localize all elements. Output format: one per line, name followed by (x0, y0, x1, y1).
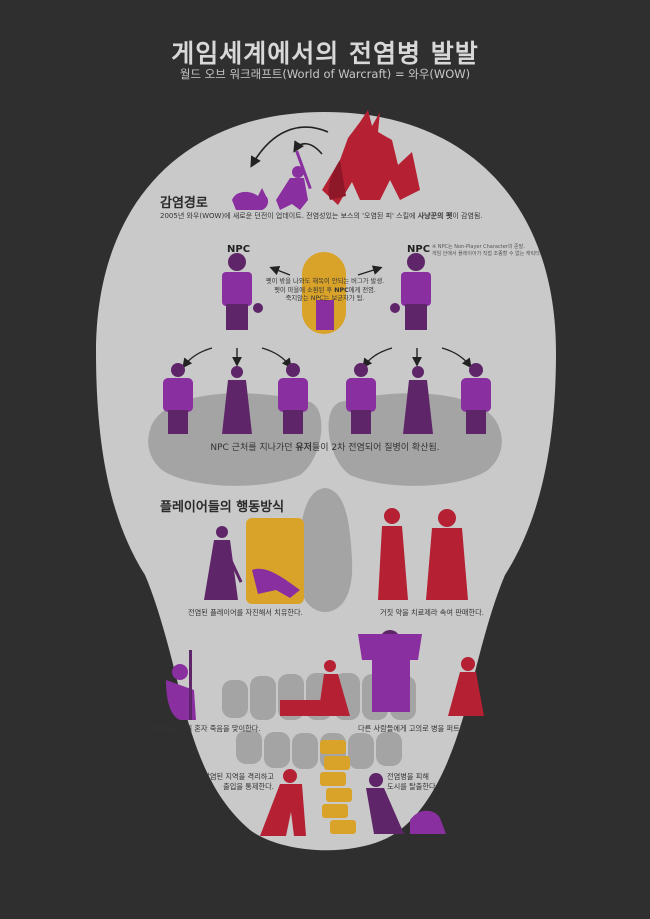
caption-sell: 거짓 약을 치료제라 속여 판매한다. (380, 608, 484, 617)
caption-isolate: 사람들을 피해 혼자 죽음을 맞이한다. (150, 724, 261, 733)
buyer-figure (426, 509, 468, 600)
npc-note-line-1: ※ NPC는 Non-Player Character의 준말. (432, 244, 525, 250)
npc-label-right: NPC (407, 244, 431, 255)
page-title: 게임세계에서의 전염병 발발 (171, 39, 479, 68)
gold-door (302, 252, 346, 334)
pet-bug-description: 펫이 밖을 나와도 해독이 안되는 버그가 발생. 펫이 마을에 소환된 후 N… (252, 278, 398, 304)
ogre-figure (358, 630, 422, 712)
isolated-player-figure (166, 650, 196, 720)
desc-text-end: 이 감염됨. (452, 212, 483, 220)
pet-line-1: 펫이 밖을 나와도 해독이 안되는 버그가 발생. (265, 278, 385, 285)
quarantine-wall (320, 740, 356, 834)
pet-line-3: 죽지않는 NPC는 보균자가 됨. (285, 295, 365, 302)
healer-figure (204, 526, 243, 600)
page-subtitle: 월드 오브 워크래프트(World of Warcraft) = 와우(WOW) (179, 67, 471, 81)
pet-figure (232, 188, 269, 210)
skull-shape (96, 112, 556, 851)
nose-cavity (297, 488, 353, 612)
hunter-figure (276, 150, 312, 210)
desc-bold: 사냥꾼의 펫 (417, 212, 453, 220)
fleeing-players-figure (366, 773, 446, 834)
spreader-group (280, 657, 484, 716)
infected-users-row (163, 363, 491, 434)
seller-figure (378, 508, 408, 600)
npc-left-figure (222, 253, 263, 330)
boss-dragon-figure (322, 110, 420, 205)
caption-flee: 전염병을 피해 도시를 탈출한다. (387, 772, 438, 792)
npc-note-line-2: 게임 안에서 플레이어가 직접 조종할 수 없는 캐릭터. (432, 251, 542, 257)
caption-heal: 전염된 플레이어를 자진해서 치유한다. (188, 608, 303, 617)
caption-spread: 다른 사람들에게 고의로 병을 퍼트린다. (358, 724, 476, 733)
pet-line-2: 펫이 마을에 소환된 후 NPC에게 전염. (274, 286, 376, 294)
right-eye-socket (328, 393, 502, 486)
npc-right-figure (390, 253, 431, 330)
spread-description: NPC 근처를 지나가던 유저들이 2차 전염되어 질병이 확산됨. (210, 443, 440, 453)
crawling-player-figure (252, 568, 300, 598)
door-pet (316, 300, 334, 330)
infection-route-description: 2005년 와우(WOW)에 새로운 던전이 업데이트. 전염성있는 보스의 '… (160, 212, 540, 221)
npc-label-left: NPC (227, 244, 251, 255)
section-heading-player-behavior: 플레이어들의 행동방식 (160, 500, 285, 515)
section-heading-infection-route: 감염경로 (160, 196, 208, 211)
npc-note: ※ NPC는 Non-Player Character의 준말. 게임 안에서 … (432, 244, 562, 258)
guard-figure (260, 769, 306, 836)
desc-text: 2005년 와우(WOW)에 새로운 던전이 업데이트. 전염성있는 보스의 '… (160, 212, 418, 220)
caption-quarantine: 감염된 지역을 격리하고 출입을 통제한다. (203, 772, 274, 792)
left-eye-socket (148, 393, 322, 486)
